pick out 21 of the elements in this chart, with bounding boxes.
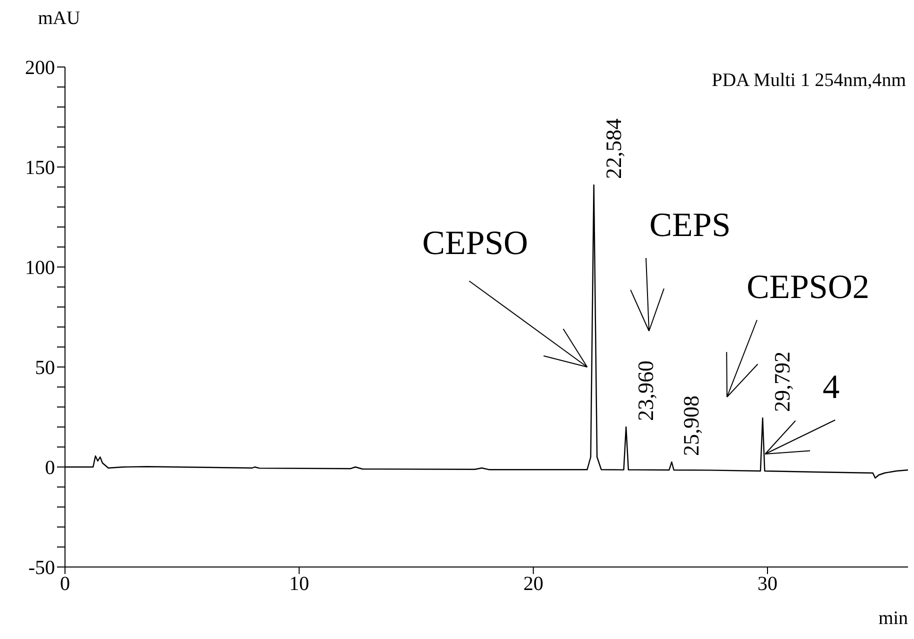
y-tick-label: 150 xyxy=(25,157,55,180)
annotation: 25,908 xyxy=(678,396,704,456)
y-tick-label: -50 xyxy=(28,557,55,580)
annotation: 4 xyxy=(822,368,840,406)
x-tick-label: 10 xyxy=(289,573,310,596)
y-tick-label: 0 xyxy=(45,457,55,480)
y-tick-label: 200 xyxy=(25,57,55,80)
y-axis-title: mAU xyxy=(38,8,80,30)
annotation: 22,584 xyxy=(600,118,626,179)
x-tick-label: 0 xyxy=(60,573,70,596)
annotation: 23,960 xyxy=(633,360,658,421)
annotation: 29,792 xyxy=(770,352,795,412)
annotation: CEPSO2 xyxy=(746,268,870,306)
annotation: PDA Multi 1 254nm,4nm xyxy=(712,70,906,92)
x-tick-label: 20 xyxy=(523,573,544,596)
x-axis-title: min xyxy=(878,608,908,630)
annotation: CEPS xyxy=(649,206,731,244)
annotation: CEPSO xyxy=(422,224,528,262)
y-tick-label: 50 xyxy=(35,357,55,380)
y-tick-label: 100 xyxy=(25,257,55,280)
x-tick-label: 30 xyxy=(758,573,778,596)
